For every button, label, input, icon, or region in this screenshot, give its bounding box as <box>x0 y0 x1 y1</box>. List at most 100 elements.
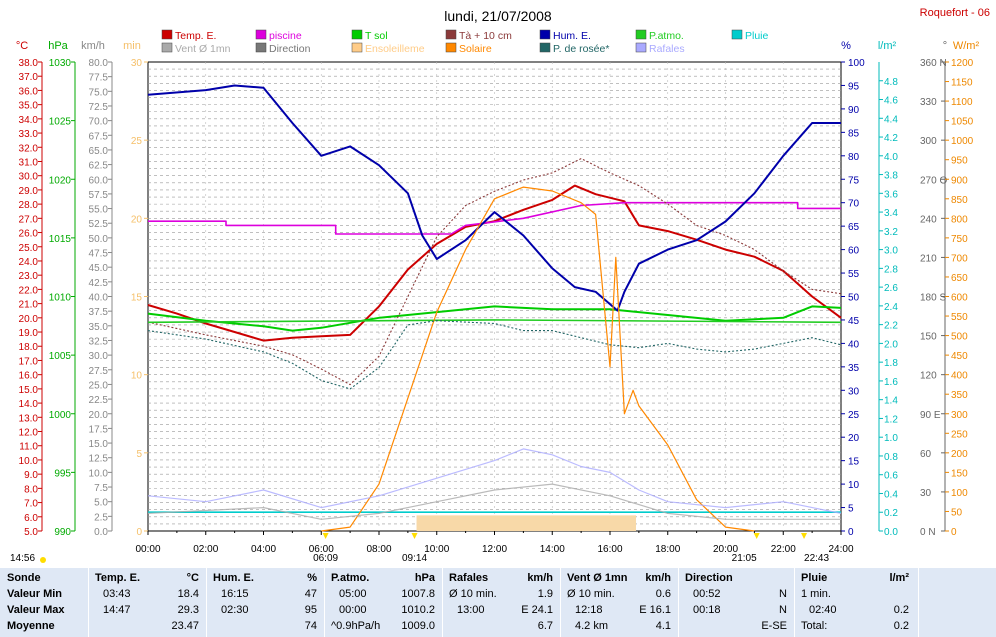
temp-tick-label: 10.0 <box>19 456 39 467</box>
rain-tick-label: 3.4 <box>884 208 898 219</box>
legend-label: Rafales <box>649 43 685 55</box>
dir-tick-label: 180 S <box>920 293 946 304</box>
wm2-tick-label: 1050 <box>951 117 974 128</box>
wm2-tick-label: 1200 <box>951 58 974 69</box>
legend-label: Tà + 10 cm <box>459 30 512 42</box>
temp-tick-label: 14.0 <box>19 399 39 410</box>
kmh-tick-label: 42.5 <box>89 278 109 289</box>
wm2-tick-label: 400 <box>951 371 968 382</box>
time-tick-label: 04:00 <box>251 544 276 555</box>
wm2-tick-label: 500 <box>951 332 968 343</box>
col-hum: Hum. E. % 16:15 47 02:30 95 74 <box>206 568 323 637</box>
dir-max: N <box>779 604 787 616</box>
pluie-total-label: Total: <box>801 620 828 632</box>
col-empty <box>918 568 996 637</box>
time-tick-label: 12:00 <box>482 544 507 555</box>
summary-table: Sonde Valeur Min Valeur Max Moyenne Temp… <box>0 568 996 637</box>
kmh-tick-label: 67.5 <box>89 131 109 142</box>
rain-tick-label: 1.0 <box>884 433 898 444</box>
pct-tick-label: 25 <box>848 410 860 421</box>
pct-tick-label: 80 <box>848 152 860 163</box>
min-tick-label: 5 <box>136 449 142 460</box>
legend-swatch <box>445 29 457 40</box>
temp-tick-label: 21.0 <box>19 300 39 311</box>
temp-tick-label: 30.0 <box>19 172 39 183</box>
hdr-hum-unit: % <box>307 572 317 584</box>
kmh-tick-label: 22.5 <box>89 395 109 406</box>
temp-tick-label: 13.0 <box>19 413 39 424</box>
wm2-tick-label: 1000 <box>951 136 974 147</box>
pct-tick-label: 20 <box>848 433 860 444</box>
hdr-vent: Vent Ø 1mn <box>567 572 628 584</box>
kmh-tick-label: 80.0 <box>89 58 109 69</box>
min-tick-label: 25 <box>131 136 143 147</box>
time-tick-label: 08:00 <box>366 544 391 555</box>
min-tick-label: 0 <box>136 527 142 538</box>
min-tick-label: 30 <box>131 58 143 69</box>
series-piscine <box>148 201 841 235</box>
kmh-tick-label: 62.5 <box>89 161 109 172</box>
sun-marker-icon <box>322 533 329 539</box>
temp-tick-label: 6.0 <box>24 513 38 524</box>
wm2-tick-label: 150 <box>951 468 968 479</box>
rain-tick-label: 3.0 <box>884 246 898 257</box>
rafales-min: 1.9 <box>537 588 553 600</box>
legend-label: Ensoleilleme <box>365 43 425 55</box>
rain-tick-label: 1.8 <box>884 358 898 369</box>
hpa-tick-label: 1030 <box>49 58 72 69</box>
rain-tick-label: 1.4 <box>884 396 898 407</box>
series-p-de-ros-e <box>147 320 842 390</box>
col-patmo: P.atmo. hPa 05:00 1007.8 00:00 1010.2 ^0… <box>324 568 441 637</box>
hdr-vent-unit: km/h <box>645 572 671 584</box>
kmh-tick-label: 10.0 <box>89 468 109 479</box>
pluie-max-time: 02:40 <box>809 604 837 616</box>
pct-axis-unit: % <box>841 40 851 52</box>
min-tick-label: 15 <box>131 293 143 304</box>
wm2-tick-label: 100 <box>951 488 968 499</box>
temp-tick-label: 24.0 <box>19 257 39 268</box>
hpa-tick-label: 1015 <box>49 234 72 245</box>
patmo-max: 1010.2 <box>401 604 435 616</box>
kmh-tick-label: 2.5 <box>94 512 108 523</box>
wm2-tick-label: 650 <box>951 273 968 284</box>
kmh-tick-label: 50.0 <box>89 234 109 245</box>
pct-tick-label: 35 <box>848 363 860 374</box>
kmh-tick-label: 47.5 <box>89 249 109 260</box>
legend-swatch <box>635 29 647 40</box>
sun-icon <box>40 557 46 563</box>
pct-tick-label: 0 <box>848 527 854 538</box>
time-tick-label: 14:00 <box>540 544 565 555</box>
wm2-tick-label: 300 <box>951 410 968 421</box>
series-solaire <box>321 186 755 532</box>
hpa-tick-label: 1010 <box>49 293 72 304</box>
rain-tick-label: 4.2 <box>884 133 898 144</box>
vent-min-period: Ø 10 min. <box>567 588 615 600</box>
patmo-min-time: 05:00 <box>339 588 367 600</box>
rain-tick-label: 0.6 <box>884 471 898 482</box>
col-direction: Direction 00:52 N 00:18 N E-SE <box>678 568 793 637</box>
kmh-tick-label: 60.0 <box>89 175 109 186</box>
hum-min-time: 16:15 <box>221 588 249 600</box>
legend-swatch <box>539 42 551 53</box>
series-t-10-cm <box>147 158 842 386</box>
temp-tick-label: 9.0 <box>24 470 38 481</box>
vent-max-time: 12:18 <box>575 604 603 616</box>
rain-tick-label: 0.8 <box>884 452 898 463</box>
rafales-max: E 24.1 <box>521 604 553 616</box>
pct-tick-label: 55 <box>848 269 860 280</box>
kmh-tick-label: 57.5 <box>89 190 109 201</box>
temp-tick-label: 25.0 <box>19 243 39 254</box>
sun-marker-icon <box>411 533 418 539</box>
hdr-rafales-unit: km/h <box>527 572 553 584</box>
rain-tick-label: 0.4 <box>884 489 898 500</box>
col-temp: Temp. E. °C 03:43 18.4 14:47 29.3 23.47 <box>88 568 205 637</box>
patmo-max-time: 00:00 <box>339 604 367 616</box>
hdr-patmo-unit: hPa <box>414 572 435 584</box>
hdr-temp: Temp. E. <box>95 572 141 584</box>
hum-max: 95 <box>304 604 317 616</box>
temp-axis-unit: °C <box>16 40 28 52</box>
time-tick-label: 24:00 <box>828 544 853 555</box>
pct-tick-label: 85 <box>848 128 860 139</box>
sun-marker-icon <box>753 533 760 539</box>
